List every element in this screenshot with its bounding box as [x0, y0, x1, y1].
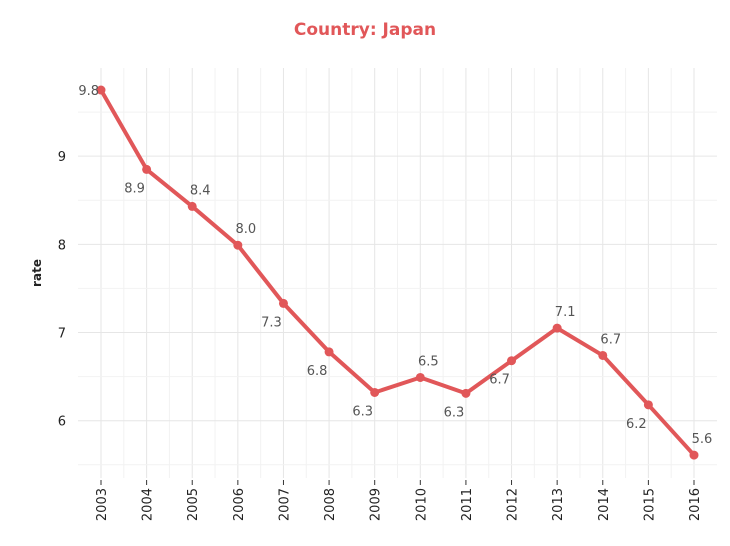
- data-label: 6.7: [600, 332, 621, 347]
- data-point: [689, 450, 699, 460]
- data-point: [142, 164, 152, 174]
- y-axis-label: rate: [30, 259, 44, 287]
- y-tick-label: 7: [58, 327, 66, 342]
- x-tick-label: 2013: [551, 488, 566, 521]
- x-axis-ticks: 2003 2004 2005 2006 2007 2008 2009 2010 2011 2012…: [95, 480, 703, 521]
- data-points: [96, 85, 699, 460]
- data-label: 6.3: [444, 405, 465, 420]
- data-label: 6.5: [418, 354, 439, 369]
- data-label: 6.7: [489, 373, 510, 388]
- series-line: [99, 88, 696, 458]
- x-tick-label: 2006: [232, 488, 247, 521]
- x-tick-label: 2003: [95, 488, 110, 521]
- data-point: [233, 240, 243, 250]
- data-labels: 9.8 8.9 8.4 8.0 7.3 6.8 6.3 6.5 6.3 6.7 7.1 6.7 6.2 5…: [78, 84, 712, 447]
- x-tick-label: 2007: [277, 488, 292, 521]
- data-label: 7.3: [261, 315, 282, 330]
- x-tick-label: 2005: [186, 488, 201, 521]
- data-label: 8.9: [124, 181, 145, 196]
- data-point: [187, 201, 197, 211]
- data-label: 6.2: [626, 417, 647, 432]
- x-tick-label: 2015: [642, 488, 657, 521]
- data-point: [415, 372, 425, 382]
- x-tick-label: 2011: [460, 488, 475, 521]
- x-tick-label: 2009: [369, 488, 384, 521]
- data-label: 7.1: [555, 305, 576, 320]
- y-tick-label: 9: [58, 150, 66, 165]
- data-point: [370, 387, 380, 397]
- x-tick-label: 2014: [597, 488, 612, 521]
- data-point: [461, 388, 471, 398]
- chart-title: Country: Japan: [293, 20, 437, 40]
- x-tick-label: 2010: [414, 488, 429, 521]
- data-label: 8.0: [236, 222, 257, 237]
- data-label: 6.3: [352, 404, 373, 419]
- data-point: [96, 85, 106, 95]
- data-label: 8.4: [190, 183, 211, 198]
- x-tick-label: 2004: [141, 488, 156, 521]
- data-point: [643, 400, 653, 410]
- data-label: 5.6: [692, 432, 713, 447]
- x-tick-label: 2012: [506, 488, 521, 521]
- data-label: 6.8: [307, 364, 328, 379]
- x-tick-label: 2016: [688, 488, 703, 521]
- data-point: [278, 298, 288, 308]
- y-tick-label: 6: [58, 415, 66, 430]
- y-axis-ticks: 6 7 8 9: [58, 150, 66, 430]
- data-point: [552, 323, 562, 333]
- data-point: [598, 350, 608, 360]
- data-point: [507, 356, 517, 366]
- y-tick-label: 8: [58, 238, 66, 253]
- series-line-layer: [99, 88, 696, 458]
- x-tick-label: 2008: [323, 488, 338, 521]
- grid-lines: [78, 68, 717, 478]
- data-label: 9.8: [78, 84, 99, 99]
- data-point: [324, 347, 334, 357]
